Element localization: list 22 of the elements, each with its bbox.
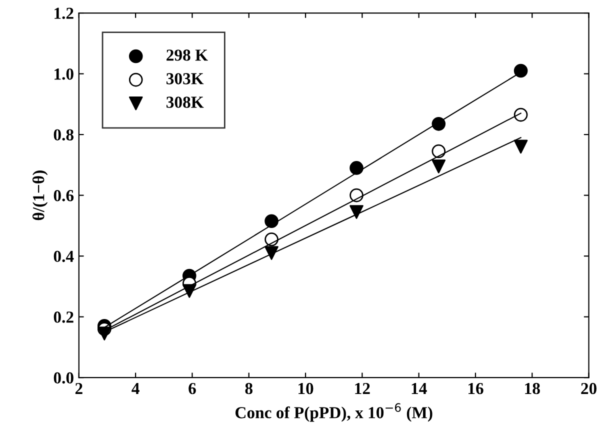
legend-label: 303K <box>166 73 204 84</box>
x-tick-label: 20 <box>581 382 596 394</box>
x-tick-label: 4 <box>132 383 140 394</box>
x-tick-label: 18 <box>525 382 540 394</box>
y-tick-label: 1.2 <box>54 8 74 20</box>
y-tick-label: 0.0 <box>54 372 74 384</box>
y-tick-label: 0.2 <box>54 312 74 323</box>
y-tick-label: 0.8 <box>54 129 74 141</box>
x-tick-label: 12 <box>355 382 370 394</box>
legend-label: 298 K <box>166 50 208 61</box>
x-tick-label: 2 <box>75 382 82 394</box>
legend-label: 308K <box>166 96 204 108</box>
x-tick-label: 16 <box>468 382 484 394</box>
x-axis-title: Conc of P(pPD), x 10$^{−6}$ (M) <box>236 403 432 422</box>
y-tick-label: 0.6 <box>54 190 74 202</box>
y-axis-title: θ/(1−θ) <box>32 170 48 220</box>
x-tick-label: 10 <box>298 382 314 394</box>
x-tick-label: 8 <box>245 382 252 394</box>
x-tick-label: 14 <box>412 383 427 394</box>
x-tick-label: 6 <box>188 382 196 394</box>
y-tick-label: 1.0 <box>54 68 74 80</box>
y-tick-label: 0.4 <box>54 250 74 262</box>
